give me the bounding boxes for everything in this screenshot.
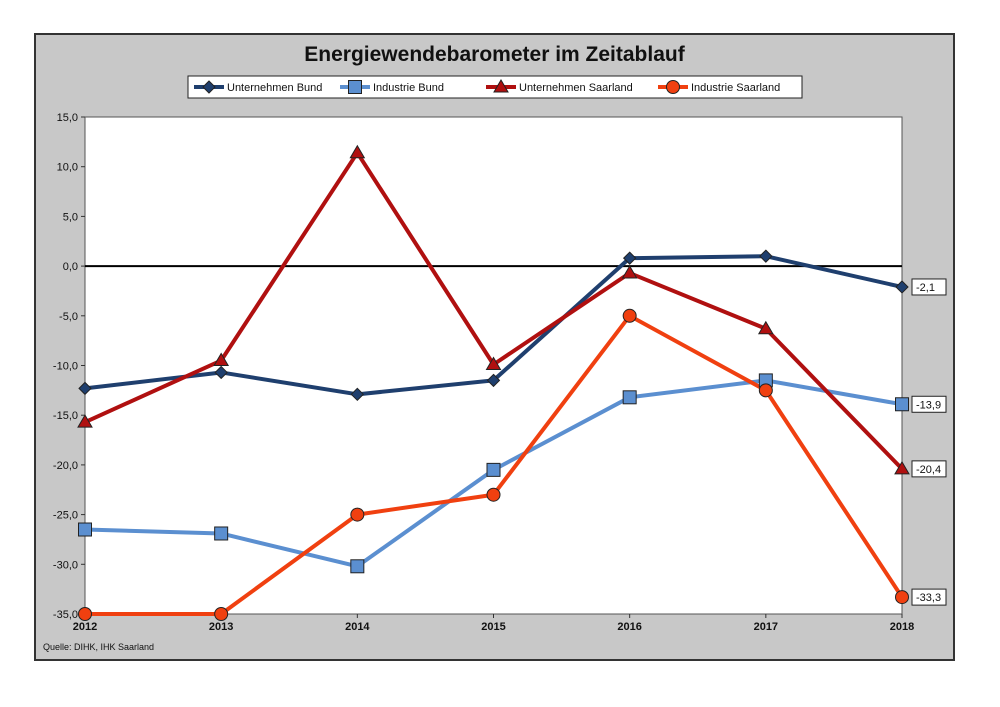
legend-entry: Unternehmen Saarland	[519, 82, 633, 94]
data-point	[758, 383, 773, 398]
end-label: -2,1	[916, 282, 935, 294]
end-label-box	[911, 588, 947, 606]
data-point	[214, 365, 228, 380]
chart-frame: Energiewendebarometer im Zeitablauf -35,…	[34, 33, 955, 661]
data-point	[757, 320, 774, 335]
end-label: -13,9	[916, 399, 941, 411]
y-tick-label: -10,0	[53, 361, 78, 373]
line-chart: -35,0 -30,0 -25,0 -20,0 -15,0 -10,0 -5,0 0,0 5,0…	[53, 75, 947, 633]
data-point	[350, 507, 365, 522]
data-point	[621, 265, 638, 279]
data-point	[486, 462, 501, 477]
y-tick-label: 0,0	[63, 261, 78, 273]
x-tick-label: 2017	[754, 621, 778, 633]
legend-entry: Industrie Saarland	[691, 82, 780, 94]
data-point	[350, 387, 365, 402]
legend-marker	[666, 80, 680, 94]
data-point	[622, 251, 637, 265]
end-label-box	[911, 395, 947, 413]
data-point	[214, 526, 229, 541]
end-label: -20,4	[916, 464, 941, 476]
source-note: Quelle: DIHK, IHK Saarland	[43, 642, 155, 652]
legend-entry: Industrie Bund	[373, 82, 444, 94]
y-tick-label: -5,0	[59, 311, 78, 323]
legend-marker	[348, 80, 362, 94]
legend-marker	[493, 79, 509, 93]
x-tick-label: 2018	[890, 621, 914, 633]
data-point	[214, 607, 229, 621]
legend-entry: Unternehmen Bund	[227, 82, 322, 94]
data-point	[350, 559, 365, 574]
x-tick-label: 2015	[481, 621, 505, 633]
data-point	[486, 487, 501, 502]
end-label: -33,3	[916, 592, 941, 604]
data-point	[894, 460, 910, 475]
y-tick-label: 5,0	[63, 211, 78, 223]
y-tick-label: 10,0	[57, 162, 78, 174]
x-tick-label: 2012	[73, 621, 97, 633]
data-point	[78, 381, 92, 396]
y-tick-label: -15,0	[53, 410, 78, 422]
y-tick-label: -30,0	[53, 559, 78, 571]
data-point	[759, 249, 773, 263]
data-point	[622, 308, 637, 323]
data-point	[77, 414, 93, 428]
data-point	[213, 352, 230, 367]
legend-marker	[202, 80, 216, 94]
x-tick-label: 2016	[617, 621, 641, 633]
data-point	[78, 607, 92, 621]
end-label-box	[911, 278, 947, 296]
data-point	[895, 397, 909, 412]
data-point	[485, 356, 502, 371]
y-tick-label: -35,0	[53, 609, 78, 621]
data-point	[78, 522, 92, 537]
end-label-box	[911, 460, 947, 478]
data-point	[486, 373, 501, 388]
y-tick-label: 15,0	[57, 112, 78, 124]
data-point	[895, 590, 909, 605]
chart-title: Energiewendebarometer im Zeitablauf	[304, 43, 685, 66]
y-tick-label: -25,0	[53, 510, 78, 522]
y-tick-label: -20,0	[53, 460, 78, 472]
data-point	[895, 280, 909, 294]
data-point	[349, 144, 366, 159]
x-tick-label: 2014	[345, 621, 370, 633]
x-tick-label: 2013	[209, 621, 233, 633]
data-point	[622, 390, 637, 405]
